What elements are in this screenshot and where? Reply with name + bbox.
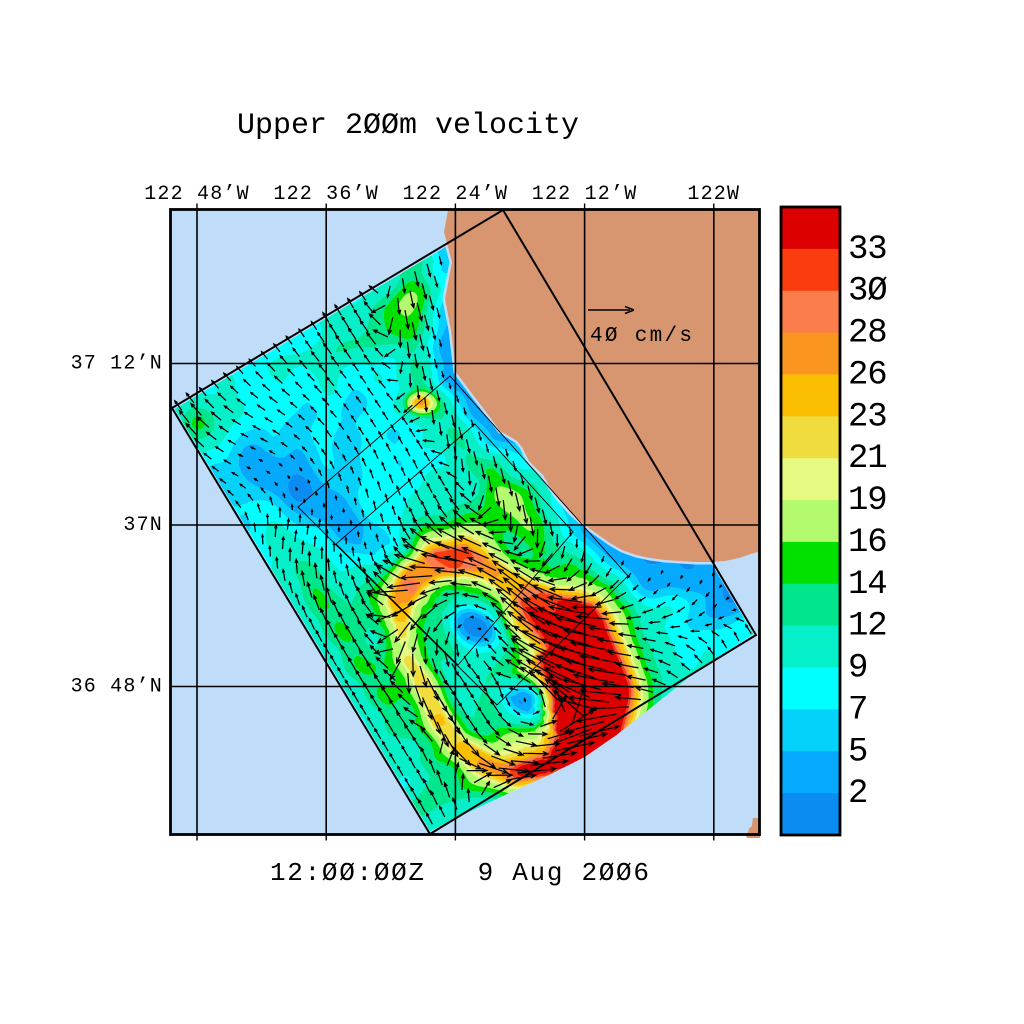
svg-text:122 12’W: 122 12’W <box>532 183 638 206</box>
svg-text:7: 7 <box>848 691 867 729</box>
svg-text:Upper 2ØØm velocity: Upper 2ØØm velocity <box>237 109 579 143</box>
svg-text:28: 28 <box>848 315 886 353</box>
svg-text:37N: 37N <box>123 514 163 537</box>
svg-text:33: 33 <box>848 231 886 269</box>
svg-text:37 12’N: 37 12’N <box>71 353 163 376</box>
svg-text:21: 21 <box>848 440 886 478</box>
svg-text:12: 12 <box>848 608 886 646</box>
svg-text:19: 19 <box>848 482 886 520</box>
svg-text:5: 5 <box>848 733 867 771</box>
svg-text:23: 23 <box>848 398 886 436</box>
svg-text:122W: 122W <box>687 183 740 206</box>
svg-text:122 48’W: 122 48’W <box>144 183 250 206</box>
svg-text:2: 2 <box>848 775 867 813</box>
svg-text:122 24’W: 122 24’W <box>403 183 509 206</box>
svg-text:3Ø: 3Ø <box>848 273 887 311</box>
svg-text:4Ø cm/s: 4Ø cm/s <box>590 325 694 348</box>
svg-text:26: 26 <box>848 357 886 395</box>
svg-text:12:ØØ:ØØZ 9 Aug 2ØØ6: 12:ØØ:ØØZ 9 Aug 2ØØ6 <box>270 858 651 888</box>
svg-text:16: 16 <box>848 524 886 562</box>
svg-text:14: 14 <box>848 566 886 604</box>
svg-text:36 48’N: 36 48’N <box>71 676 163 699</box>
svg-text:122 36’W: 122 36’W <box>273 183 379 206</box>
svg-text:9: 9 <box>848 650 867 688</box>
